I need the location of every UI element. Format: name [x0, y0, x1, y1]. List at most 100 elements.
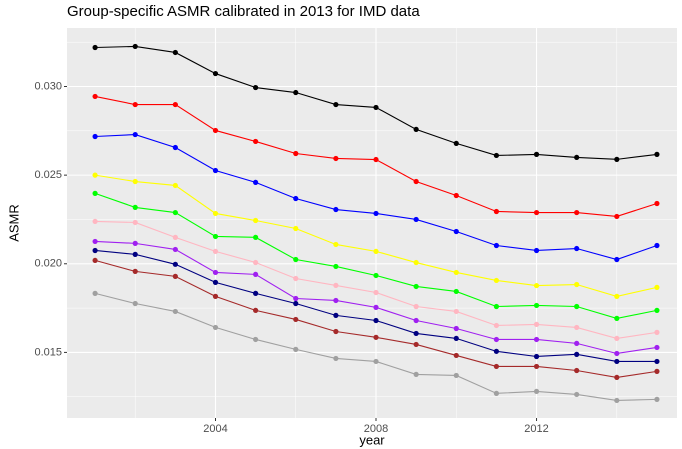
data-point: [293, 295, 299, 302]
data-point: [253, 217, 259, 224]
data-point: [533, 336, 540, 343]
data-point: [172, 246, 178, 253]
data-point: [373, 272, 379, 279]
y-tick-label: 0.025: [34, 169, 62, 181]
data-point: [574, 154, 580, 161]
data-point: [333, 241, 339, 248]
data-point: [413, 216, 419, 223]
data-point: [453, 372, 459, 379]
data-point: [373, 289, 379, 296]
y-tick-label: 0.020: [34, 258, 62, 270]
data-point: [373, 317, 379, 324]
data-point: [373, 334, 379, 340]
data-point: [172, 182, 178, 189]
data-point: [132, 101, 138, 108]
data-point: [92, 290, 98, 296]
data-point: [92, 247, 98, 254]
data-point: [172, 49, 178, 56]
data-point: [92, 190, 98, 196]
data-point: [212, 248, 219, 254]
data-point: [373, 248, 379, 254]
data-point: [574, 340, 580, 346]
data-point: [253, 336, 259, 343]
data-point: [293, 225, 299, 232]
data-point: [172, 261, 178, 267]
x-axis-title: year: [359, 432, 385, 447]
data-point: [614, 358, 620, 365]
data-point: [92, 133, 98, 140]
data-point: [212, 210, 219, 217]
data-point: [574, 209, 580, 216]
data-point: [493, 336, 500, 343]
data-point: [654, 396, 660, 402]
data-point: [493, 348, 500, 354]
y-tick-label: 0.015: [34, 346, 62, 358]
data-point: [413, 303, 419, 310]
data-point: [453, 269, 459, 276]
data-point: [493, 322, 500, 329]
data-point: [574, 391, 580, 398]
data-point: [373, 210, 379, 217]
data-point: [253, 290, 259, 296]
data-point: [614, 374, 620, 381]
data-point: [453, 335, 459, 342]
data-point: [172, 101, 178, 108]
data-point: [493, 152, 500, 159]
data-point: [574, 281, 580, 288]
data-point: [333, 101, 339, 108]
data-point: [654, 200, 660, 207]
data-point: [253, 234, 259, 240]
data-point: [614, 293, 620, 299]
data-point: [373, 104, 379, 111]
data-point: [533, 388, 540, 395]
data-point: [333, 312, 339, 318]
data-point: [453, 192, 459, 199]
data-point: [212, 269, 219, 276]
data-point: [132, 240, 138, 246]
data-point: [533, 209, 540, 216]
y-axis-title: ASMR: [6, 204, 21, 242]
data-point: [92, 172, 98, 178]
data-point: [132, 219, 138, 226]
data-point: [293, 150, 299, 157]
x-tick-label: 2004: [203, 423, 227, 435]
data-point: [333, 355, 339, 362]
y-tick-label: 0.030: [34, 80, 62, 92]
data-point: [132, 204, 138, 210]
data-point: [654, 284, 660, 290]
data-point: [574, 324, 580, 331]
data-point: [212, 70, 219, 77]
data-point: [333, 328, 339, 335]
data-point: [373, 358, 379, 365]
data-point: [413, 371, 419, 377]
data-point: [453, 352, 459, 359]
data-point: [212, 279, 219, 285]
data-point: [293, 89, 299, 96]
data-point: [614, 315, 620, 321]
data-point: [574, 245, 580, 252]
data-point: [453, 140, 459, 147]
data-point: [493, 277, 500, 284]
data-point: [92, 44, 98, 51]
data-point: [654, 151, 660, 157]
chart-title: Group-specific ASMR calibrated in 2013 f…: [67, 3, 420, 20]
data-point: [493, 242, 500, 249]
data-point: [333, 282, 339, 288]
data-point: [253, 84, 259, 91]
data-point: [253, 307, 259, 313]
x-tick-label: 2012: [524, 423, 548, 435]
data-point: [373, 156, 379, 163]
data-point: [132, 43, 138, 50]
data-point: [132, 131, 138, 138]
data-point: [493, 303, 500, 310]
data-point: [654, 329, 660, 335]
data-point: [574, 303, 580, 310]
data-point: [293, 346, 299, 352]
data-point: [333, 297, 339, 304]
data-point: [172, 273, 178, 279]
data-point: [493, 390, 500, 396]
data-point: [373, 304, 379, 310]
data-point: [493, 363, 500, 370]
data-point: [533, 302, 540, 309]
data-point: [172, 209, 178, 216]
